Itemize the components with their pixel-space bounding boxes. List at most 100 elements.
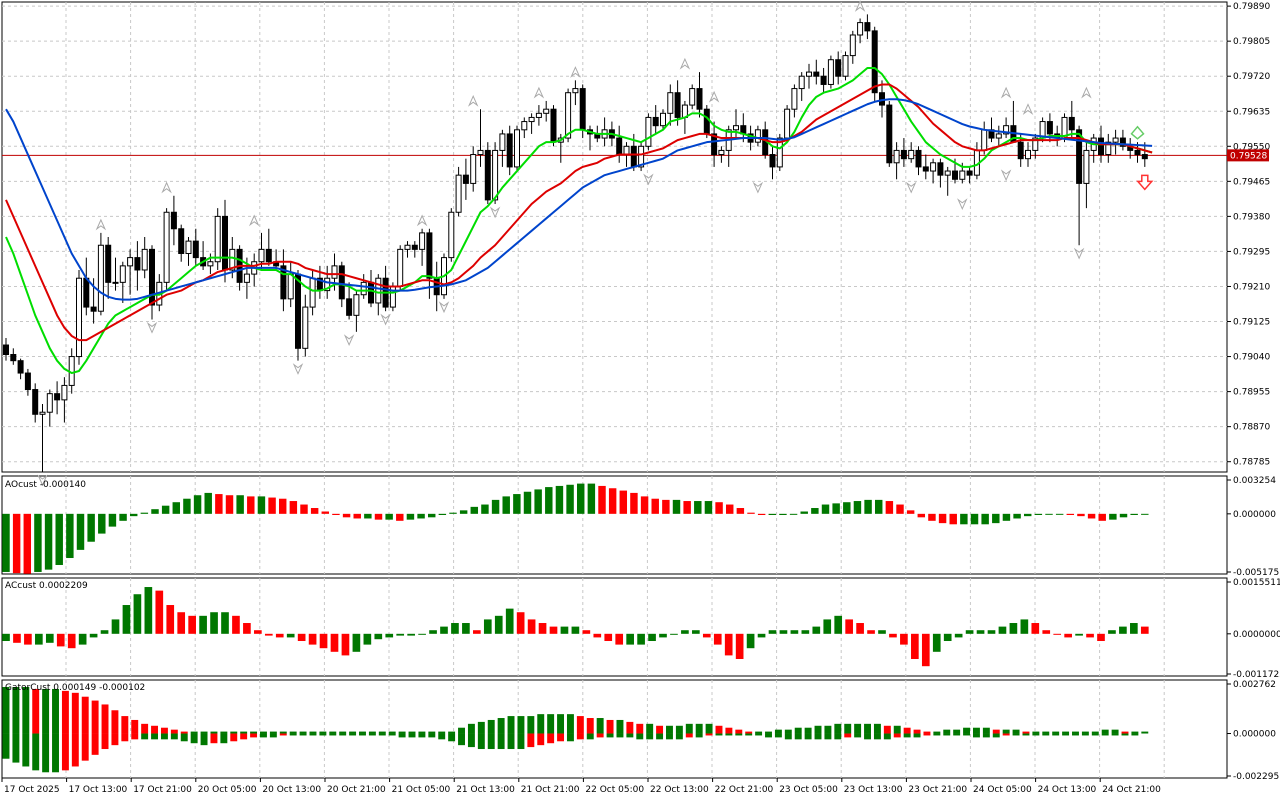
histogram-bar: [483, 619, 492, 634]
bull-candle-body: [1112, 137, 1119, 143]
bull-candle-body: [959, 170, 966, 180]
histogram-bar: [856, 623, 864, 634]
time-axis-label: 20 Oct 05:00: [198, 785, 257, 795]
histogram-bar: [630, 492, 638, 514]
candle: [1105, 133, 1112, 163]
fractal-down-icon: [37, 474, 48, 487]
bull-candle-body: [806, 71, 812, 77]
candle: [535, 105, 542, 126]
candle: [477, 109, 484, 167]
gator-upper-bar: [22, 687, 30, 734]
histogram-bar: [1002, 513, 1011, 521]
histogram-bar: [692, 630, 700, 634]
bull-candle-body: [119, 265, 126, 283]
bull-candle-body: [893, 149, 900, 164]
bear-candle-body: [192, 240, 199, 259]
candle: [696, 72, 703, 118]
candle: [900, 138, 907, 167]
gator-lower-bar: [765, 733, 772, 738]
bull-candle-body: [258, 248, 265, 263]
scale-label-price: 0.79295: [1233, 247, 1270, 257]
candle: [192, 228, 199, 266]
gator-upper-bar: [943, 729, 951, 734]
histogram-bar: [659, 633, 667, 638]
bear-candle-body: [32, 389, 39, 415]
gator-upper-bar: [972, 727, 980, 734]
bull-candle-body: [455, 174, 462, 213]
scale-label-price: 0.79635: [1233, 107, 1270, 117]
candle: [769, 146, 776, 180]
gator-lower-bar: [903, 733, 911, 738]
bear-candle-body: [711, 133, 718, 156]
bear-candle-body: [879, 92, 885, 106]
histogram-bar: [1066, 513, 1075, 515]
panel-frame-gator: [1, 679, 1228, 779]
histogram-bar: [321, 511, 330, 514]
bull-candle-body: [667, 92, 674, 114]
bull-candle-body: [229, 248, 236, 271]
bear-candle-body: [1134, 149, 1141, 156]
bear-candle-body: [426, 232, 433, 279]
histogram-bar: [593, 633, 602, 638]
histogram-bar: [523, 491, 532, 514]
gator-lower-bar: [596, 733, 604, 738]
gator-lower-bar: [170, 733, 178, 740]
gator-upper-bar: [71, 692, 79, 734]
histogram-bar: [278, 498, 287, 514]
histogram-bar: [823, 619, 832, 634]
gator-upper-bar: [1101, 729, 1109, 734]
time-axis-label: 24 Oct 05:00: [973, 785, 1032, 795]
histogram-bar: [257, 496, 266, 514]
bull-candle-body: [857, 22, 864, 36]
bull-candle-body: [1025, 149, 1031, 160]
candle: [1083, 142, 1090, 209]
gator-lower-bar: [834, 733, 842, 740]
histogram-bar: [704, 501, 713, 514]
bull-candle-body: [397, 248, 404, 287]
bull-candle-body: [638, 145, 645, 168]
gator-upper-bar: [1012, 729, 1020, 734]
time-axis-label: 17 Oct 13:00: [69, 785, 128, 795]
time-axis-label: 21 Oct 13:00: [456, 785, 515, 795]
gator-lower-bar: [250, 733, 258, 738]
candle: [39, 403, 46, 472]
gator-lower-bar: [52, 733, 59, 773]
candle: [806, 63, 812, 89]
bull-candle-body: [141, 248, 148, 271]
histogram-bar: [297, 633, 306, 642]
gator-upper-bar: [131, 719, 139, 734]
gator-upper-bar: [804, 727, 812, 734]
bull-candle-body: [39, 411, 46, 415]
candle: [528, 113, 535, 134]
gator-upper-bar: [547, 714, 555, 734]
gator-lower-bar: [656, 733, 664, 740]
time-axis-label: 23 Oct 21:00: [908, 785, 967, 795]
histogram-bar: [451, 623, 459, 634]
candle: [908, 142, 915, 163]
candle: [141, 237, 148, 279]
bull-candle-body: [528, 116, 535, 123]
gator-lower-bar: [755, 733, 763, 736]
gator-upper-bar: [230, 731, 238, 734]
time-axis-label: 24 Oct 13:00: [1038, 785, 1097, 795]
histogram-bar: [534, 489, 542, 514]
bear-candle-body: [900, 149, 907, 160]
candle: [112, 257, 119, 291]
gator-lower-bar: [1131, 733, 1139, 736]
bear-candle-body: [630, 145, 637, 168]
bear-candle-body: [550, 108, 557, 143]
scale-label-ao: 0.003254: [1233, 476, 1276, 486]
histogram-bar: [23, 513, 32, 574]
histogram-bar: [286, 633, 295, 638]
bull-candle-body: [645, 116, 652, 147]
histogram-bar: [140, 512, 149, 514]
histogram-bar: [757, 513, 766, 515]
gator-lower-bar: [329, 733, 337, 736]
histogram-bar: [735, 633, 744, 659]
bear-candle-body: [1119, 137, 1126, 147]
histogram-bar: [608, 488, 617, 514]
histogram-bar: [779, 630, 788, 634]
bear-candle-body: [820, 75, 827, 85]
